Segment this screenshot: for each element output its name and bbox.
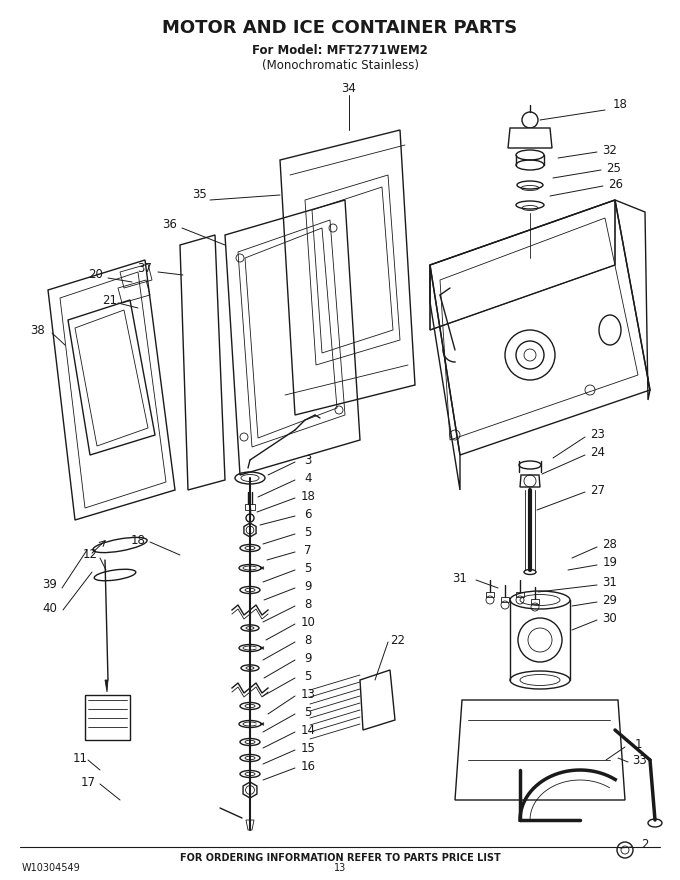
Text: 39: 39 — [43, 578, 57, 591]
Text: 30: 30 — [602, 612, 617, 625]
Circle shape — [246, 514, 254, 522]
Polygon shape — [244, 523, 256, 537]
Text: 31: 31 — [453, 571, 467, 584]
Text: 8: 8 — [305, 634, 311, 647]
Text: 22: 22 — [390, 634, 405, 647]
Text: For Model: MFT2771WEM2: For Model: MFT2771WEM2 — [252, 43, 428, 56]
Text: 26: 26 — [609, 179, 624, 192]
Text: FOR ORDERING INFORMATION REFER TO PARTS PRICE LIST: FOR ORDERING INFORMATION REFER TO PARTS … — [180, 853, 500, 863]
Text: 34: 34 — [341, 82, 356, 94]
Text: 32: 32 — [602, 143, 617, 157]
Text: 21: 21 — [103, 294, 118, 306]
Text: 13: 13 — [334, 863, 346, 873]
Text: 37: 37 — [137, 261, 152, 275]
Text: 25: 25 — [607, 162, 622, 174]
Text: 24: 24 — [590, 446, 605, 459]
Text: 20: 20 — [88, 268, 103, 282]
Text: 5: 5 — [305, 670, 311, 683]
Polygon shape — [105, 680, 108, 692]
Polygon shape — [501, 597, 509, 602]
Text: 13: 13 — [301, 687, 316, 700]
Text: 5: 5 — [305, 706, 311, 718]
Text: 19: 19 — [602, 556, 617, 569]
Text: 28: 28 — [602, 539, 617, 552]
Polygon shape — [508, 128, 552, 148]
Text: 36: 36 — [163, 218, 177, 231]
Text: (Monochromatic Stainless): (Monochromatic Stainless) — [262, 60, 418, 72]
Text: 2: 2 — [641, 839, 649, 852]
Text: 9: 9 — [304, 651, 311, 664]
Text: 5: 5 — [305, 525, 311, 539]
Text: 17: 17 — [80, 775, 95, 788]
Text: 16: 16 — [301, 759, 316, 773]
Text: 29: 29 — [602, 593, 617, 606]
Text: 40: 40 — [43, 602, 57, 614]
Polygon shape — [516, 592, 524, 597]
Text: 3: 3 — [305, 453, 311, 466]
Polygon shape — [486, 592, 494, 597]
Text: 23: 23 — [590, 429, 605, 442]
Text: 12: 12 — [82, 548, 97, 561]
Text: W10304549: W10304549 — [22, 863, 81, 873]
Text: 4: 4 — [304, 472, 311, 485]
Text: 14: 14 — [301, 723, 316, 737]
Text: 11: 11 — [73, 752, 88, 765]
Text: 35: 35 — [192, 188, 207, 202]
Text: 7: 7 — [304, 544, 311, 556]
Text: MOTOR AND ICE CONTAINER PARTS: MOTOR AND ICE CONTAINER PARTS — [163, 19, 517, 37]
Text: 33: 33 — [632, 753, 647, 766]
Text: 18: 18 — [131, 533, 146, 546]
Polygon shape — [520, 475, 540, 487]
Text: 38: 38 — [31, 324, 46, 336]
Text: 31: 31 — [602, 576, 617, 590]
Text: 15: 15 — [301, 742, 316, 754]
Text: 6: 6 — [304, 508, 311, 520]
Polygon shape — [243, 782, 257, 798]
Text: 18: 18 — [613, 99, 628, 112]
Text: 18: 18 — [301, 489, 316, 502]
Polygon shape — [531, 599, 539, 604]
Text: 5: 5 — [305, 561, 311, 575]
Text: 8: 8 — [305, 598, 311, 611]
Text: 27: 27 — [590, 483, 605, 496]
Text: 9: 9 — [304, 580, 311, 592]
Text: 10: 10 — [301, 615, 316, 628]
Polygon shape — [245, 504, 255, 510]
Text: 1: 1 — [634, 738, 642, 752]
Polygon shape — [246, 820, 254, 830]
